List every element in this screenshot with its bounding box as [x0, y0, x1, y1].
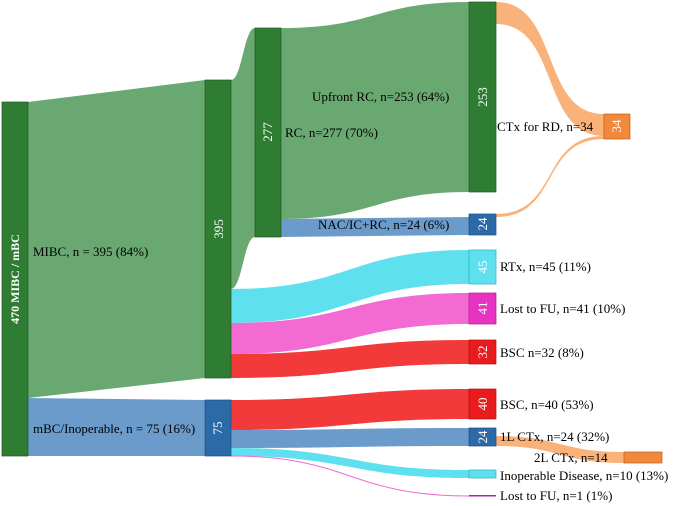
bsc-mibc-label: BSC n=32 (8%) — [500, 345, 584, 360]
lost-fu-mibc-node-value: 41 — [475, 302, 490, 315]
node-mibc — [204, 79, 232, 379]
ctx-rd-label: CTx for RD, n=34 — [497, 119, 594, 134]
node-mbc — [204, 399, 232, 457]
1l-ctx-node-value: 24 — [475, 430, 490, 444]
2l-ctx-label: 2L CTx, n=14 — [534, 450, 608, 465]
rc-node-value: 277 — [260, 122, 275, 142]
flow-mibc-to-rtx — [231, 250, 469, 323]
mibc-label: MIBC, n = 395 (84%) — [33, 244, 148, 259]
flow-mbc-to-1l-ctx — [231, 428, 469, 448]
node-1l-ctx — [468, 427, 497, 447]
node-bsc-mibc — [468, 339, 497, 365]
node-lost-fu-mbc — [469, 495, 496, 497]
nac-rc-label: NAC/IC+RC, n=24 (6%) — [318, 217, 449, 232]
flow-nac-rc-to-ctx-rd — [496, 136, 604, 217]
mbc-node-value: 75 — [210, 422, 225, 435]
mbc-label: mBC/Inoperable, n = 75 (16%) — [33, 421, 195, 436]
flow-root-to-mibc — [28, 80, 205, 398]
bsc-mbc-node-value: 40 — [475, 398, 490, 411]
inoperable-label: Inoperable Disease, n=10 (13%) — [500, 468, 668, 483]
node-rtx — [468, 249, 497, 285]
1l-ctx-label: 1L CTx, n=24 (32%) — [500, 429, 609, 444]
node-rc — [254, 27, 282, 238]
lost-fu-mibc-label: Lost to FU, n=41 (10%) — [500, 301, 625, 316]
upfront-rc-node-value: 253 — [475, 87, 490, 107]
flow-mibc-to-rc — [231, 28, 255, 289]
root-node-label: 470 MIBC / mBC — [8, 234, 22, 324]
nac-rc-node-value: 24 — [475, 217, 490, 231]
flow-mibc-to-bsc — [231, 340, 469, 378]
upfront-rc-label: Upfront RC, n=253 (64%) — [312, 89, 449, 104]
rtx-label: RTx, n=45 (11%) — [500, 259, 591, 274]
rc-label: RC, n=277 (70%) — [285, 125, 378, 140]
flow-mibc-to-lost-fu — [231, 293, 469, 354]
flow-rc-to-upfront-rc — [281, 2, 469, 219]
flow-mbc-to-lost-fu — [230, 455, 470, 497]
node-root — [1, 101, 29, 457]
ctx-rd-node-value: 34 — [609, 119, 624, 133]
bsc-mbc-label: BSC, n=40 (53%) — [500, 397, 594, 412]
flow-upfront-rc-to-ctx-rd — [496, 2, 604, 136]
flow-rc-to-nac-rc — [281, 217, 469, 237]
node-2l-ctx — [623, 451, 663, 464]
rtx-node-value: 45 — [475, 261, 490, 274]
flow-mbc-to-bsc — [231, 389, 469, 430]
lost-fu-mbc-label: Lost to FU, n=1 (1%) — [500, 488, 612, 503]
node-nac-rc — [468, 213, 497, 236]
mibc-node-value: 395 — [211, 219, 226, 239]
node-bsc-mbc — [468, 388, 497, 420]
node-lost-fu-mibc — [468, 292, 497, 325]
flow-1l-ctx-to-2l-ctx — [496, 436, 624, 463]
node-ctx-rd — [603, 113, 631, 140]
flow-mbc-to-inoperable — [231, 448, 469, 478]
node-inoperable — [468, 469, 497, 479]
flow-root-to-mbc — [28, 398, 205, 456]
node-upfront-rc — [468, 1, 497, 193]
bsc-mibc-node-value: 32 — [475, 346, 490, 359]
